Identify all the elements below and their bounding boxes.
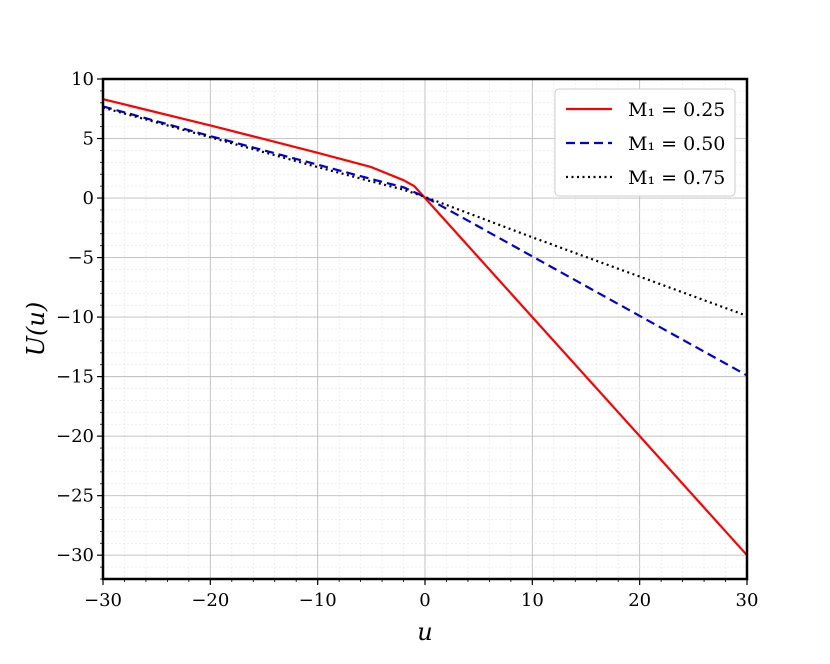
y-tick-label: 10 — [71, 69, 94, 90]
y-tick-label: −20 — [56, 426, 94, 447]
x-tick-label: −10 — [299, 590, 337, 611]
plot-frame — [101, 77, 749, 581]
y-tick-label: −10 — [56, 307, 94, 328]
y-tick-label: −25 — [56, 486, 94, 507]
y-tick-label: 0 — [83, 188, 94, 209]
series-line-1 — [102, 98, 748, 556]
y-tick-label: −30 — [56, 545, 94, 566]
x-tick-label: 20 — [628, 590, 651, 611]
legend-box — [554, 88, 736, 197]
legend: M₁ = 0.25 M₁ = 0.50 M₁ = 0.75 — [554, 88, 736, 197]
y-axis-label: U(u) — [22, 302, 50, 356]
series-line-3 — [102, 106, 748, 317]
y-tick-label: −15 — [56, 367, 94, 388]
y-tick-label: 5 — [83, 129, 94, 150]
y-tick-label: −5 — [67, 248, 94, 269]
x-tick-label: 10 — [521, 590, 544, 611]
ticks-layer: −30 −20 −10 0 10 20 30 10 5 0 −5 −10 −15 −20 −25 −30 — [56, 69, 758, 611]
x-tick-label: −20 — [191, 590, 229, 611]
legend-label-1: M₁ = 0.25 — [628, 99, 725, 121]
legend-label-2: M₁ = 0.50 — [628, 133, 725, 155]
x-axis-label: u — [417, 618, 432, 646]
series-line-2 — [102, 105, 748, 377]
series-layer — [102, 98, 748, 556]
x-tick-label: 0 — [419, 590, 430, 611]
x-tick-label: −30 — [84, 590, 122, 611]
x-tick-label: 30 — [736, 590, 759, 611]
legend-label-3: M₁ = 0.75 — [628, 167, 725, 189]
